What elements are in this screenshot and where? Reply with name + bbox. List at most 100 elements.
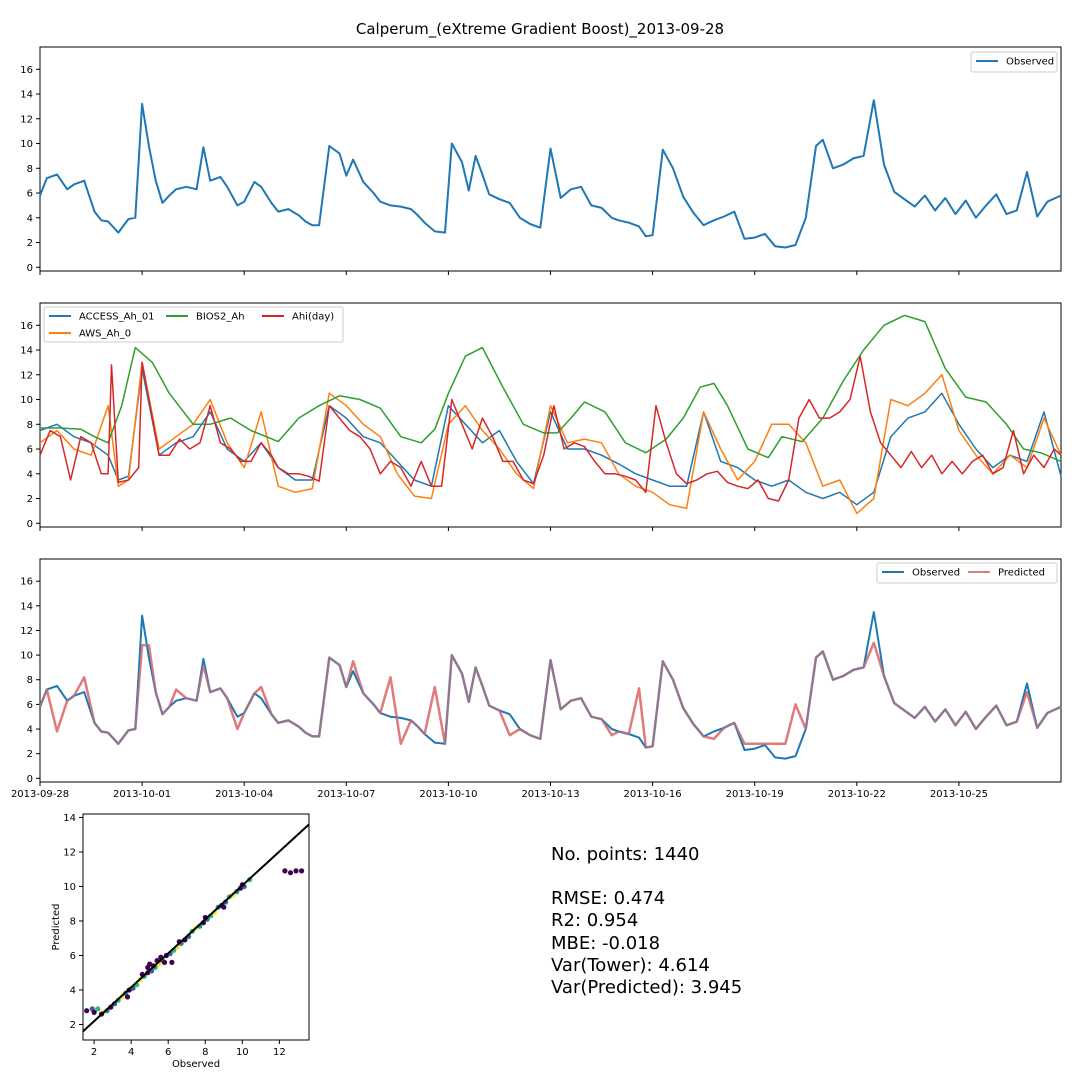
xtick-label-2-3: 2013-10-07 [317,789,375,800]
ytick-label-0-3: 6 [27,189,33,200]
scatter-ylabel: Predicted [51,904,62,951]
scatter-point-57 [299,868,305,874]
scatter-point-48 [124,994,131,1000]
xtick-label-2-8: 2013-10-22 [828,789,886,800]
scatter-point-47 [169,959,175,966]
scatter-point-54 [282,868,288,874]
panel-scatter: 2 4 6 8 10 12 14 2 4 6 8 10 12 Observed Predicted [51,813,310,1070]
xtick-label-3-2: 6 [165,1047,171,1058]
legend-label-1-2: BIOS2_Ah [196,312,245,323]
ytick-label-1-3: 6 [27,445,33,456]
stat-rmse: RMSE: 0.474 [551,888,665,909]
scatter-point-52 [221,904,227,910]
legend-label-1-3: Ahi(day) [292,312,334,323]
ytick-label-2-4: 8 [27,675,33,686]
scatter-point-60 [145,964,151,971]
panel-observed-vs-predicted: 0 2 4 6 8 10 12 14 16 2013-09-28 2013-10-01 2013-10… [11,558,1062,800]
ytick-label-2-5: 10 [20,651,33,662]
scatter-point-50 [91,1009,97,1016]
xtick-label-3-4: 10 [236,1047,249,1058]
scatter-point-0 [84,1008,90,1014]
ytick-label-0-6: 12 [20,114,33,125]
ytick-label-3-0: 2 [70,1020,76,1031]
series-line-2-0 [39,611,1062,760]
ytick-label-3-6: 14 [63,813,76,824]
stat-mbe: MBE: -0.018 [551,933,660,954]
stat-var-tower: Var(Tower): 4.614 [551,955,710,976]
ytick-label-1-1: 2 [27,494,33,505]
ytick-label-1-5: 10 [20,395,33,406]
ytick-label-2-2: 4 [27,725,33,736]
ytick-label-0-5: 10 [20,139,33,150]
xtick-label-3-3: 8 [202,1047,208,1058]
scatter-xlabel: Observed [172,1059,220,1070]
scatter-point-55 [287,870,294,876]
ytick-label-2-7: 14 [20,601,33,612]
axes-frame-3 [82,813,310,1041]
xtick-label-2-4: 2013-10-10 [419,789,477,800]
series-line-1-2 [40,314,1062,463]
xtick-label-2-6: 2013-10-16 [624,789,682,800]
ytick-label-0-4: 8 [27,164,33,175]
legend-label-2-0: Observed [912,568,960,579]
xtick-label-3-1: 4 [128,1047,134,1058]
ytick-label-3-5: 12 [63,847,76,858]
legend-label-0-0: Observed [1006,57,1054,68]
stats-block: No. points: 1440 RMSE: 0.474 R2: 0.954 M… [551,844,742,998]
xtick-label-2-7: 2013-10-19 [726,789,784,800]
ytick-label-0-8: 16 [20,65,33,76]
series-line-1-0 [39,367,1062,506]
ytick-label-2-0: 0 [27,774,33,785]
legend-box-0 [970,51,1058,73]
panel-observed: 0 2 4 6 8 10 12 14 16 Observed [20,46,1062,275]
fit-line [82,823,310,1033]
legend-label-1-0: ACCESS_Ah_01 [79,312,155,323]
stat-r2: R2: 0.954 [551,910,638,931]
ytick-label-0-2: 4 [27,213,33,224]
legend-2: Observed Predicted [876,562,1058,584]
series-line-2-1 [38,641,1062,749]
ytick-label-0-7: 14 [20,90,33,101]
scatter-point-2 [95,1006,101,1012]
series-line-2-2 [39,641,1062,749]
ytick-label-2-8: 16 [20,577,33,588]
xtick-label-2-2: 2013-10-04 [215,789,273,800]
stat-var-predicted: Var(Predicted): 3.945 [551,977,742,998]
xtick-label-3-5: 12 [273,1047,286,1058]
axes-frame-1 [39,302,1062,528]
ytick-label-0-0: 0 [27,263,33,274]
axes-frame-2 [39,558,1062,783]
stat-points: No. points: 1440 [551,844,699,865]
ytick-label-1-0: 0 [27,519,33,530]
legend-label-1-1: AWS_Ah_0 [79,329,131,340]
xtick-label-3-0: 2 [91,1047,97,1058]
xtick-label-2-1: 2013-10-01 [113,789,171,800]
series-line-1-1 [39,361,1062,515]
ytick-label-1-6: 12 [20,370,33,381]
ytick-label-1-2: 4 [27,469,33,480]
ytick-label-3-3: 8 [70,916,76,927]
legend-box-2 [876,562,1058,584]
xtick-label-2-5: 2013-10-13 [521,789,579,800]
legend-1: ACCESS_Ah_01 AWS_Ah_0 BIOS2_Ah Ahi(day) [43,306,344,343]
ytick-label-3-4: 10 [63,882,76,893]
figure-title: Calperum_(eXtreme Gradient Boost)_2013-0… [356,20,724,39]
ytick-label-1-4: 8 [27,420,33,431]
xtick-label-2-0: 2013-09-28 [11,789,69,800]
ytick-label-0-1: 2 [27,238,33,249]
series-line-1-3 [39,355,1062,502]
scatter-point-56 [293,868,299,874]
ytick-label-3-1: 4 [70,985,76,996]
legend-0: Observed [970,51,1058,73]
scatter-point-46 [161,959,168,966]
axes-frame-0 [39,46,1062,272]
ytick-label-2-6: 12 [20,626,33,637]
ytick-label-1-7: 14 [20,346,33,357]
ytick-label-3-2: 6 [70,951,76,962]
panel-model-inputs: 0 2 4 6 8 10 12 14 16 ACCESS_Ah_01 AWS_Ah_0 BIOS2_A… [20,302,1062,531]
legend-label-2-1: Predicted [998,568,1045,579]
series-line-0-0 [39,99,1062,249]
ytick-label-1-8: 16 [20,321,33,332]
xtick-label-2-9: 2013-10-25 [930,789,988,800]
